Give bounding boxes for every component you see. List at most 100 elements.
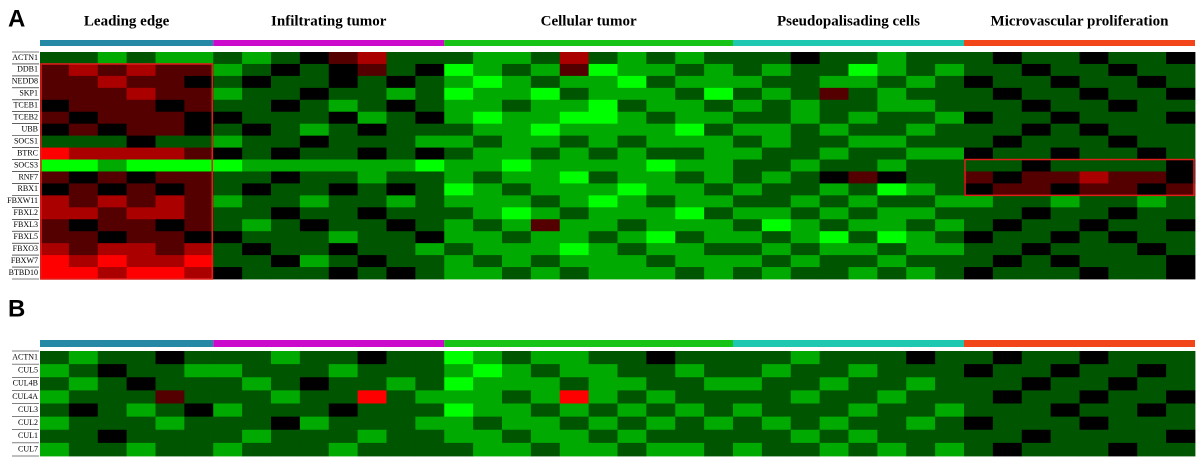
- heatmap-cell: [444, 159, 474, 172]
- heatmap-cell: [848, 219, 878, 232]
- heatmap-cell: [704, 147, 734, 160]
- heatmap-cell: [617, 63, 647, 77]
- heatmap-cell: [559, 267, 590, 280]
- heatmap-cell: [1166, 267, 1196, 280]
- heatmap-cell: [906, 219, 936, 232]
- row-label: FBXW7: [11, 256, 38, 265]
- heatmap-cell: [992, 267, 1023, 280]
- heatmap-cell: [1108, 75, 1138, 89]
- heatmap-cell: [848, 267, 878, 280]
- heatmap-cell: [559, 123, 590, 137]
- heatmap-cell: [588, 416, 618, 431]
- heatmap-cell: [357, 111, 387, 125]
- heatmap-cell: [1050, 75, 1080, 89]
- heatmap-cell: [877, 52, 907, 65]
- heatmap-cell: [271, 377, 301, 391]
- row-label: RBX1: [18, 184, 38, 193]
- heatmap-cell: [271, 231, 301, 244]
- heatmap-cell: [877, 63, 907, 77]
- heatmap-cell: [415, 159, 445, 172]
- heatmap-cell: [68, 429, 99, 444]
- heatmap-cell: [704, 63, 734, 77]
- heatmap-cell: [646, 183, 676, 196]
- heatmap-cell: [271, 243, 301, 256]
- heatmap-cell: [1137, 255, 1167, 268]
- heatmap-cell: [935, 159, 965, 172]
- heatmap-cell: [819, 183, 849, 196]
- heatmap-cell: [415, 195, 445, 208]
- heatmap-cell: [126, 171, 156, 184]
- heatmap-cell: [328, 111, 359, 125]
- heatmap-cell: [299, 63, 330, 77]
- heatmap-cell: [877, 135, 907, 148]
- heatmap-cell: [126, 416, 156, 431]
- heatmap-cell: [819, 351, 849, 365]
- heatmap-cell: [68, 52, 99, 65]
- heatmap-cell: [242, 52, 272, 65]
- heatmap-cell: [992, 123, 1023, 137]
- heatmap-cell: [97, 111, 128, 125]
- heatmap-cell: [1108, 442, 1138, 457]
- heatmap-cell: [213, 219, 243, 232]
- heatmap-cell: [1079, 147, 1109, 160]
- group-bar: [964, 40, 1195, 46]
- heatmap-cell: [1137, 219, 1167, 232]
- heatmap-cell: [242, 75, 272, 89]
- heatmap-cell: [1021, 123, 1052, 137]
- heatmap-cell: [790, 111, 821, 125]
- heatmap-cell: [328, 171, 359, 184]
- heatmap-cell: [559, 75, 590, 89]
- heatmap-cell: [213, 429, 243, 444]
- heatmap-cell: [184, 159, 214, 172]
- group-bar: [733, 40, 964, 46]
- heatmap-cell: [646, 159, 676, 172]
- heatmap-cell: [733, 403, 763, 418]
- heatmap-cell: [155, 123, 185, 137]
- heatmap-cell: [299, 135, 330, 148]
- heatmap-cell: [444, 52, 474, 65]
- group-bar: [40, 40, 214, 46]
- heatmap-cell: [444, 243, 474, 256]
- heatmap-cell: [126, 123, 156, 137]
- heatmap-cell: [415, 207, 445, 220]
- heatmap-cell: [790, 364, 821, 378]
- heatmap-cell: [40, 403, 70, 418]
- heatmap-cell: [530, 207, 561, 220]
- heatmap-cell: [848, 351, 878, 365]
- heatmap-cell: [184, 52, 214, 65]
- heatmap-cell: [155, 63, 185, 77]
- heatmap-cell: [1079, 364, 1109, 378]
- heatmap-cell: [761, 183, 792, 196]
- heatmap-cell: [848, 135, 878, 148]
- heatmap-cell: [271, 87, 301, 101]
- heatmap-cell: [97, 390, 128, 404]
- heatmap-cell: [1166, 99, 1196, 113]
- heatmap-cell: [992, 243, 1023, 256]
- heatmap-cell: [213, 351, 243, 365]
- heatmap-cell: [386, 416, 416, 431]
- heatmap-cell: [328, 147, 359, 160]
- heatmap-cell: [242, 123, 272, 137]
- heatmap-cell: [819, 442, 849, 457]
- heatmap-cell: [733, 351, 763, 365]
- heatmap-cell: [992, 111, 1023, 125]
- heatmap-cell: [357, 231, 387, 244]
- heatmap-cell: [184, 99, 214, 113]
- heatmap-cell: [906, 52, 936, 65]
- heatmap-cell: [271, 219, 301, 232]
- heatmap-cell: [184, 416, 214, 431]
- heatmap-cell: [155, 255, 185, 268]
- heatmap-cell: [761, 207, 792, 220]
- heatmap-cell: [386, 87, 416, 101]
- heatmap-cell: [40, 219, 70, 232]
- heatmap-cell: [1050, 123, 1080, 137]
- heatmap-cell: [271, 416, 301, 431]
- heatmap-cell: [473, 416, 503, 431]
- heatmap-cell: [1166, 171, 1196, 184]
- heatmap-cell: [877, 351, 907, 365]
- heatmap-cell: [906, 159, 936, 172]
- row-label: NEDD8: [12, 77, 38, 86]
- heatmap-cell: [877, 429, 907, 444]
- heatmap-cell: [97, 351, 128, 365]
- heatmap-cell: [1021, 207, 1052, 220]
